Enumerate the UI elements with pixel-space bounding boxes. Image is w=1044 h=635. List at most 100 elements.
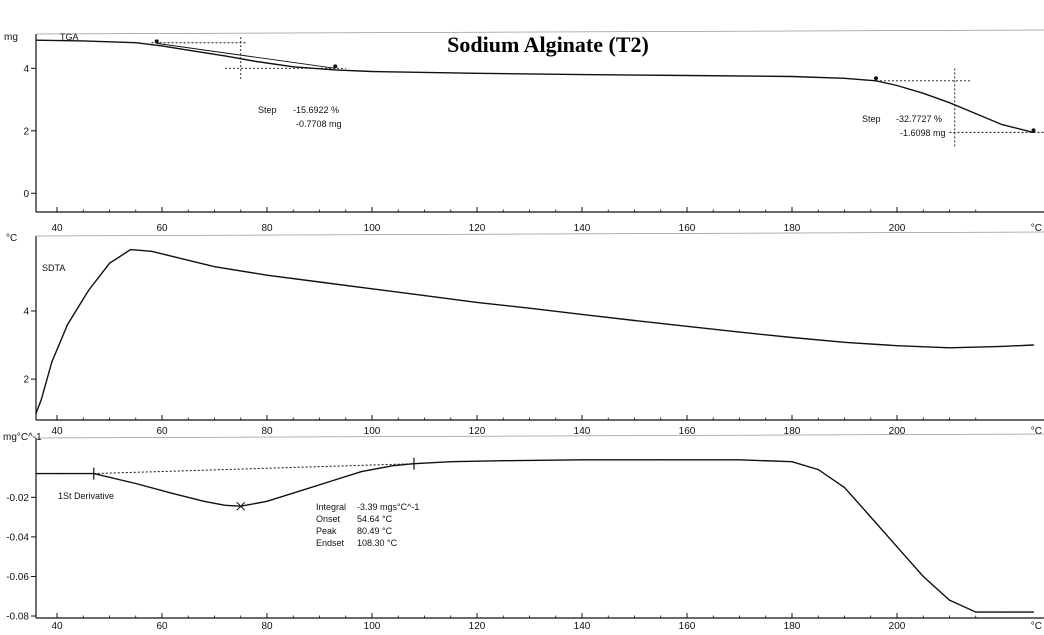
peak-marker	[236, 501, 246, 511]
data-point	[318, 281, 321, 283]
x-tick-label: 100	[364, 223, 381, 234]
x-tick-label: 180	[784, 426, 801, 437]
data-point	[738, 331, 741, 333]
data-point	[51, 361, 53, 363]
data-point	[922, 575, 924, 578]
x-tick-label: 200	[889, 426, 906, 437]
data-point	[171, 492, 174, 494]
x-tick-label: 80	[261, 621, 273, 632]
x-unit-label: °C	[1031, 621, 1042, 632]
step-value: -32.7727 %	[896, 114, 942, 124]
y-tick-label: -0.04	[6, 532, 29, 543]
data-point	[266, 500, 268, 502]
data-point	[896, 546, 898, 548]
x-tick-label: 140	[574, 223, 591, 234]
data-point	[896, 84, 898, 87]
x-tick-label: 140	[574, 621, 591, 632]
x-tick-label: 100	[364, 621, 381, 632]
data-point	[213, 266, 216, 268]
data-point	[171, 255, 174, 258]
data-point	[255, 60, 258, 63]
tga-steps: Step -15.6922 % -0.7708 mg Step -32.7727 % -1…	[151, 37, 1044, 147]
integral-value: 80.49 °C	[357, 526, 393, 536]
data-point	[450, 461, 452, 463]
data-point	[1032, 344, 1035, 346]
data-point	[843, 486, 846, 489]
data-point	[224, 55, 226, 57]
series-line	[35, 248, 1034, 414]
top-border	[35, 29, 1044, 35]
integral-label: Onset	[316, 514, 341, 524]
data-point	[476, 72, 478, 74]
integral-label: Integral	[316, 502, 346, 512]
data-point	[948, 102, 951, 104]
curve-label: SDTA	[42, 263, 65, 273]
data-point	[135, 42, 137, 44]
data-point	[1001, 611, 1003, 613]
x-tick-label: 140	[574, 426, 591, 437]
data-point	[476, 301, 478, 304]
x-tick-label: 80	[261, 426, 273, 437]
x-tick-label: 120	[469, 426, 486, 437]
x-tick-label: 180	[784, 621, 801, 632]
x-tick-label: 180	[784, 223, 801, 234]
data-point	[1001, 345, 1003, 347]
top-border	[35, 231, 1044, 237]
data-point	[502, 460, 504, 462]
step-mass: -1.6098 mg	[900, 128, 946, 138]
data-point	[686, 325, 688, 327]
x-tick-label: 100	[364, 426, 381, 437]
step-value: -15.6922 %	[293, 105, 339, 115]
data-point	[224, 504, 226, 506]
data-point	[108, 262, 111, 264]
data-point	[371, 70, 373, 73]
y-tick-label: 0	[23, 189, 29, 200]
x-tick-label: 200	[889, 621, 906, 632]
x-tick-label: 60	[156, 426, 168, 437]
data-point	[948, 347, 951, 349]
panel-2: 40 60 80 100 120 140 160 180 200 °C 2 4 °C SDTA	[6, 231, 1044, 437]
data-point	[975, 611, 977, 613]
data-point	[1001, 123, 1003, 126]
step-label: Step	[258, 105, 277, 115]
data-point	[843, 77, 846, 79]
curve-label: 1St Derivative	[58, 491, 114, 501]
data-point	[56, 473, 58, 475]
data-point	[40, 398, 42, 401]
integral-baseline	[93, 463, 415, 475]
data-point	[129, 249, 132, 251]
panel-3: 40 60 80 100 120 140 160 180 200 °C -0.02 -0.04 -0.0…	[3, 432, 1044, 632]
data-point	[203, 500, 205, 502]
data-point	[423, 295, 426, 297]
data-point	[581, 313, 583, 315]
x-tick-label: 60	[156, 223, 168, 234]
data-point	[292, 66, 294, 68]
data-point	[87, 289, 90, 292]
top-border	[35, 433, 1044, 439]
data-point	[35, 39, 37, 41]
y-tick-label: 2	[23, 375, 29, 386]
step-marker	[874, 76, 878, 81]
y-unit-label: mg°C^-1	[3, 432, 42, 443]
data-point	[35, 412, 37, 414]
data-point	[161, 45, 163, 47]
data-point	[791, 336, 793, 339]
x-tick-label: 40	[51, 426, 63, 437]
x-tick-label: 40	[51, 621, 63, 632]
data-point	[135, 482, 137, 485]
integral-value: -3.39 mgs°C^-1	[357, 502, 419, 512]
y-tick-label: -0.08	[6, 612, 29, 623]
data-point	[266, 274, 268, 276]
y-unit-label: °C	[6, 233, 17, 244]
x-tick-label: 120	[469, 223, 486, 234]
data-point	[334, 69, 336, 71]
step-marker	[333, 64, 338, 69]
x-tick-label: 160	[679, 426, 696, 437]
x-tick-label: 60	[156, 621, 168, 632]
data-point	[922, 92, 924, 94]
data-point	[686, 74, 688, 77]
data-point	[82, 40, 84, 42]
y-tick-label: -0.06	[6, 572, 29, 583]
data-point	[360, 471, 363, 473]
